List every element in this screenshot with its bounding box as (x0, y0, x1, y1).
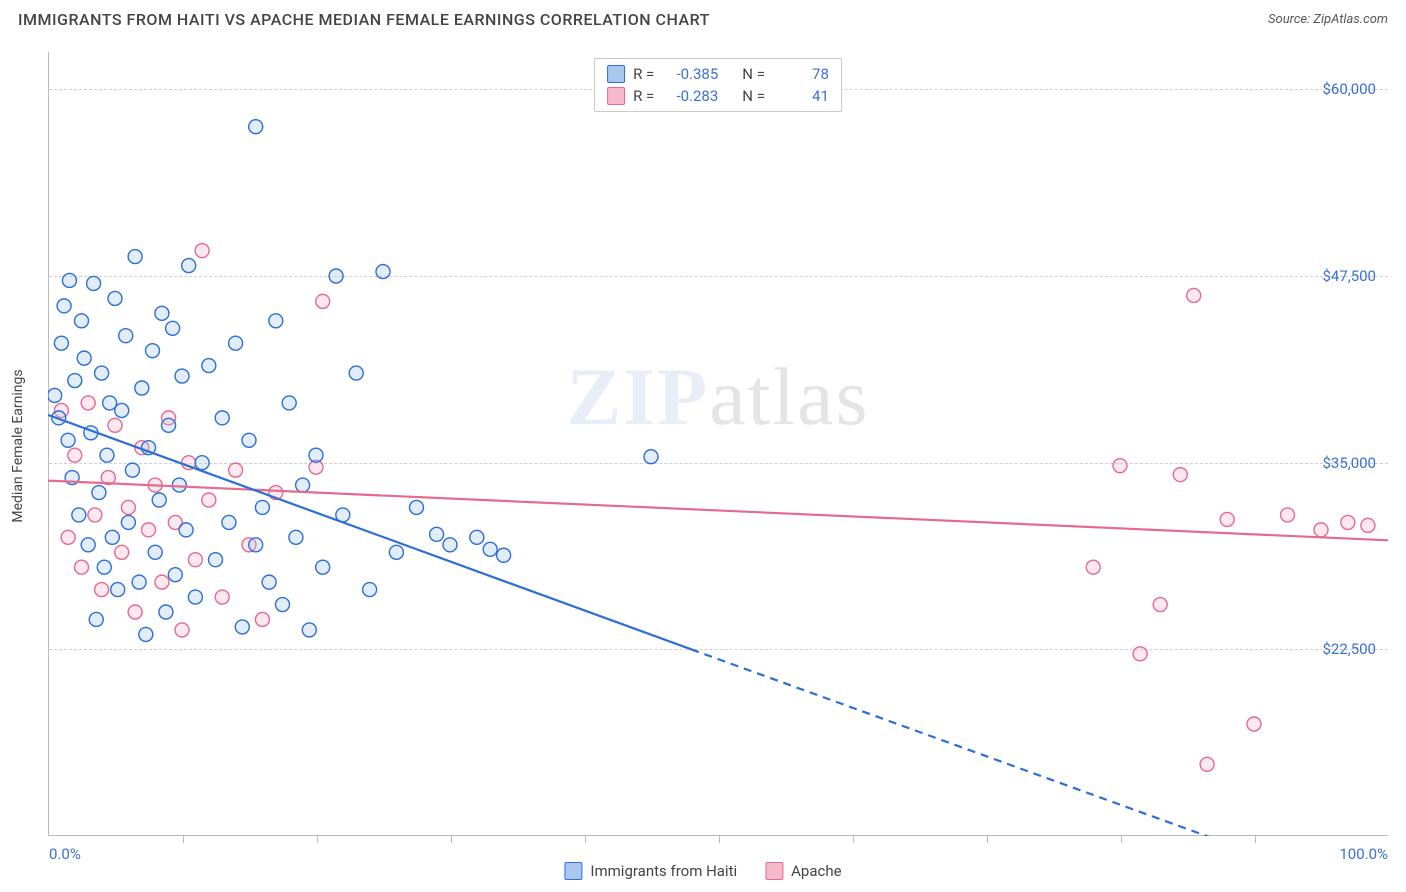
plot-area: $22,500$35,000$47,500$60,0000.0%100.0% Z… (48, 52, 1388, 836)
swatch-series-b (765, 862, 783, 880)
source-label: Source: ZipAtlas.com (1268, 12, 1388, 27)
chart-title: IMMIGRANTS FROM HAITI VS APACHE MEDIAN F… (18, 10, 710, 29)
correlation-legend: R = -0.385 N = 78 R = -0.283 N = 41 (594, 58, 842, 112)
r-value-b: -0.283 (662, 85, 718, 107)
series-b-label: Apache (791, 862, 841, 880)
x-tick-label-right: 100.0% (1339, 845, 1388, 863)
x-tick-label-left: 0.0% (49, 845, 81, 863)
swatch-series-a (607, 65, 625, 83)
swatch-series-a (564, 862, 582, 880)
r-value-a: -0.385 (662, 63, 718, 85)
n-value-b: 41 (773, 85, 829, 107)
swatch-series-b (607, 87, 625, 105)
series-legend: Immigrants from Haiti Apache (564, 862, 841, 880)
scatter-points (48, 52, 1388, 836)
y-axis-label: Median Female Earnings (10, 369, 26, 522)
n-value-a: 78 (773, 63, 829, 85)
series-a-label: Immigrants from Haiti (590, 862, 737, 880)
